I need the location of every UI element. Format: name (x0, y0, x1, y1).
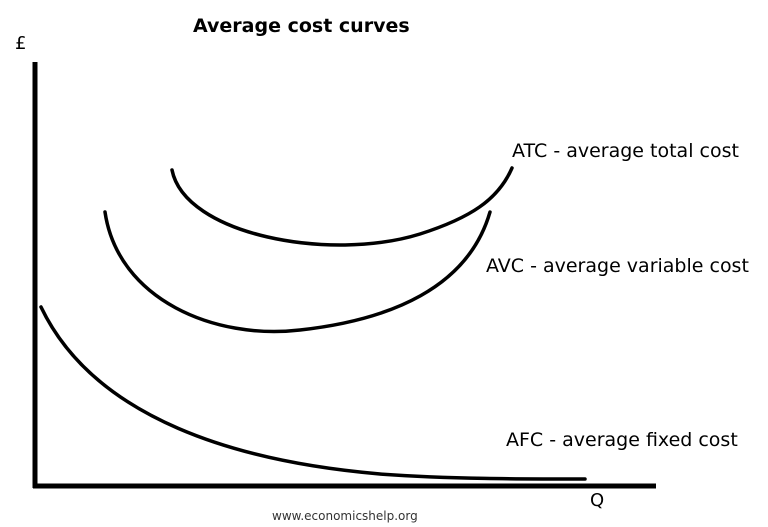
avc-label: AVC - average variable cost (486, 255, 749, 277)
y-axis-label: £ (15, 33, 27, 54)
avc-curve (103, 210, 492, 334)
source-credit: www.economicshelp.org (272, 509, 418, 523)
x-axis-label: Q (590, 490, 605, 511)
atc-label: ATC - average total cost (512, 140, 739, 162)
afc-label: AFC - average fixed cost (506, 429, 738, 451)
afc-curve (39, 305, 587, 481)
diagram-title: Average cost curves (193, 15, 410, 37)
atc-curve (170, 166, 514, 247)
